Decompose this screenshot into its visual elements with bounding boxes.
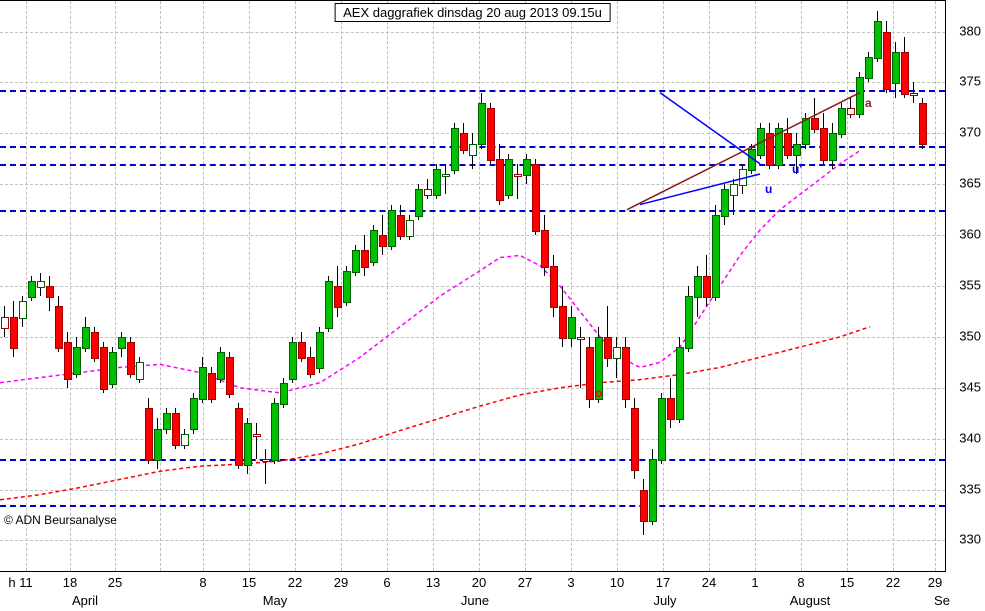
x-axis-day-label: 29 — [334, 575, 348, 590]
x-axis-month-label: May — [263, 593, 288, 608]
x-axis-day-label: 20 — [472, 575, 486, 590]
y-axis-label: 380 — [959, 23, 981, 38]
y-axis-label: 340 — [959, 430, 981, 445]
x-axis-day-label: 3 — [567, 575, 574, 590]
chart-annotation: a — [865, 96, 872, 110]
y-axis-label: 360 — [959, 227, 981, 242]
plot-area: a u' u o AEX daggrafiek dinsdag 20 aug 2013… — [0, 0, 946, 572]
y-axis-label: 365 — [959, 176, 981, 191]
x-axis-day-label: 8 — [199, 575, 206, 590]
x-axis-day-label: 29 — [928, 575, 942, 590]
x-axis-month-label: April — [72, 593, 98, 608]
copyright-text: © ADN Beursanalyse — [4, 513, 117, 527]
y-axis-label: 335 — [959, 481, 981, 496]
chart-container: a u' u o AEX daggrafiek dinsdag 20 aug 2013… — [0, 0, 985, 611]
y-axis-label: 330 — [959, 532, 981, 547]
x-axis-day-label: 24 — [702, 575, 716, 590]
chart-annotation: u' — [792, 162, 802, 176]
y-axis-label: 345 — [959, 379, 981, 394]
x-axis-day-label: 27 — [518, 575, 532, 590]
x-axis-day-label: 18 — [63, 575, 77, 590]
x-axis-day-label: 6 — [383, 575, 390, 590]
x-axis-month-label: July — [653, 593, 676, 608]
x-axis-month-label: June — [461, 593, 489, 608]
x-axis-day-label: 1 — [751, 575, 758, 590]
x-axis-day-label: h — [8, 575, 15, 590]
y-axis: 330 335 340 345 350 355 360 365 370 375 380 — [947, 0, 985, 570]
x-axis-day-label: 17 — [656, 575, 670, 590]
y-axis-label: 375 — [959, 74, 981, 89]
x-axis-month-label: August — [790, 593, 830, 608]
x-axis-day-label: 22 — [886, 575, 900, 590]
x-axis-day-label: 15 — [840, 575, 854, 590]
x-axis-day-label: 8 — [797, 575, 804, 590]
x-axis-day-label: 22 — [288, 575, 302, 590]
chart-annotation: o — [595, 386, 602, 400]
x-axis-month-label: Se — [934, 593, 950, 608]
y-axis-label: 355 — [959, 278, 981, 293]
y-axis-label: 370 — [959, 125, 981, 140]
x-axis-day-label: 10 — [610, 575, 624, 590]
chart-annotation: u — [765, 182, 772, 196]
x-axis-day-label: 13 — [426, 575, 440, 590]
chart-title: AEX daggrafiek dinsdag 20 aug 2013 09.15… — [334, 3, 611, 22]
x-axis-day-label: 15 — [242, 575, 256, 590]
x-axis-day-label: 11 — [19, 575, 33, 590]
x-axis: h11182581522296132027310172418152229Apri… — [0, 571, 945, 611]
x-axis-day-label: 25 — [108, 575, 122, 590]
y-axis-label: 350 — [959, 328, 981, 343]
